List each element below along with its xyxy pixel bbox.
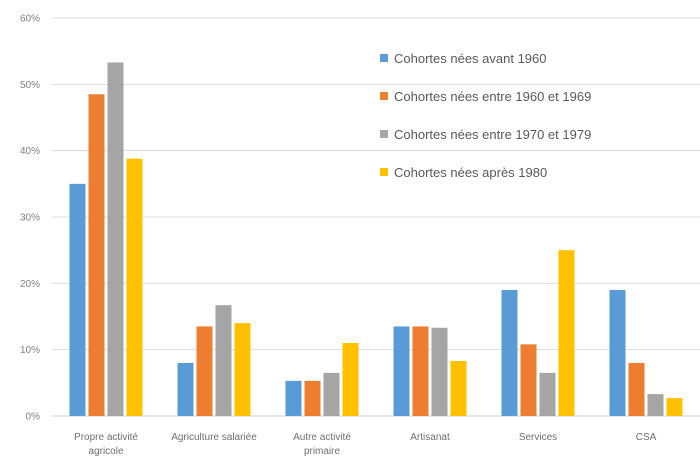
legend-swatch xyxy=(380,168,388,176)
bar xyxy=(88,94,105,417)
x-category-label: Services xyxy=(519,432,557,443)
bar xyxy=(393,326,410,416)
legend-label: Cohortes nées entre 1960 et 1969 xyxy=(394,89,591,104)
grid-layer xyxy=(52,17,700,417)
x-category-label: Agriculture salariée xyxy=(171,432,257,443)
legend-label: Cohortes nées après 1980 xyxy=(394,165,547,180)
y-tick-label: 50% xyxy=(20,80,40,91)
legend: Cohortes nées avant 1960 Cohortes nées en… xyxy=(380,51,591,180)
x-category-label: Artisanat xyxy=(410,432,450,443)
legend-swatch xyxy=(380,130,388,138)
legend-swatch xyxy=(380,54,388,62)
bar xyxy=(196,326,213,416)
bars xyxy=(69,62,683,417)
bar xyxy=(431,327,448,416)
bar xyxy=(520,344,537,416)
y-tick-label: 0% xyxy=(26,412,41,423)
x-category-label: primaire xyxy=(304,446,341,457)
y-tick-label: 60% xyxy=(20,14,40,25)
bar xyxy=(69,183,86,416)
bar xyxy=(177,362,194,416)
bar xyxy=(304,380,321,416)
bar xyxy=(126,158,143,417)
y-tick-label: 40% xyxy=(20,146,40,157)
bar xyxy=(234,323,251,416)
x-category-label: agricole xyxy=(88,446,123,457)
bar xyxy=(647,394,664,416)
bar xyxy=(285,380,302,416)
bar xyxy=(628,362,645,416)
x-category-label: CSA xyxy=(636,432,657,443)
bar xyxy=(666,398,683,416)
bar xyxy=(215,305,232,416)
legend-swatch xyxy=(380,92,388,100)
x-axis-labels: Propre activité agricole Agriculture salar… xyxy=(74,432,657,457)
y-tick-label: 30% xyxy=(20,213,40,224)
bar xyxy=(323,372,340,416)
bar xyxy=(609,289,626,416)
bar xyxy=(342,343,359,416)
bar xyxy=(558,250,575,416)
y-tick-label: 20% xyxy=(20,279,40,290)
x-category-label: Propre activité xyxy=(74,432,138,443)
y-axis-ticks: 0% 10% 20% 30% 40% 50% 60% xyxy=(20,14,40,423)
bar xyxy=(450,360,467,416)
bar xyxy=(412,326,429,416)
x-category-label: Autre activité xyxy=(293,432,351,443)
bar xyxy=(539,372,556,416)
legend-label: Cohortes nées entre 1970 et 1979 xyxy=(394,127,591,142)
legend-label: Cohortes nées avant 1960 xyxy=(394,51,547,66)
y-tick-label: 10% xyxy=(20,345,40,356)
bar xyxy=(107,62,124,417)
bar xyxy=(501,289,518,416)
